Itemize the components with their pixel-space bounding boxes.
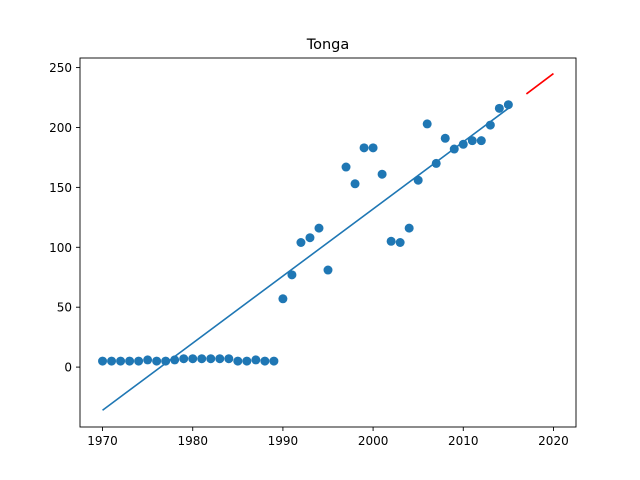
data-point: [350, 179, 360, 189]
axes: 1970 1980 1990 2000 2010 2020 0 50 100 150 200 250: [49, 57, 577, 448]
x-tick-label: 1970: [87, 434, 118, 448]
data-point: [242, 356, 252, 366]
y-tick-label: 250: [49, 61, 72, 75]
data-point: [287, 270, 297, 280]
data-point: [458, 139, 468, 149]
trend-line: [102, 107, 509, 411]
data-point: [188, 354, 198, 364]
x-tick-label: 2010: [448, 434, 479, 448]
data-point: [107, 356, 117, 366]
data-point: [386, 236, 396, 246]
x-tick-label: 1990: [268, 434, 299, 448]
plot-marks: [98, 72, 554, 411]
data-point: [467, 136, 477, 146]
data-point: [503, 100, 513, 110]
data-point: [152, 356, 162, 366]
data-point: [206, 354, 216, 364]
x-tick-label: 2020: [538, 434, 569, 448]
data-point: [377, 169, 387, 179]
y-tick-label: 200: [49, 121, 72, 135]
data-point: [368, 143, 378, 153]
data-point: [98, 356, 108, 366]
data-point: [440, 133, 450, 143]
data-point: [359, 143, 369, 153]
x-tick-label: 1980: [177, 434, 208, 448]
data-point: [260, 356, 270, 366]
y-tick-label: 0: [64, 361, 72, 375]
forecast-line: [525, 72, 554, 95]
y-tick-label: 100: [49, 241, 72, 255]
data-point: [161, 356, 171, 366]
data-point: [395, 238, 405, 247]
data-point: [305, 233, 315, 243]
data-point: [143, 355, 153, 365]
data-point: [179, 354, 189, 364]
y-tick-label: 50: [57, 301, 72, 315]
data-point: [341, 162, 351, 172]
data-point: [296, 238, 306, 247]
data-point: [116, 356, 126, 366]
data-point: [215, 354, 225, 364]
data-point: [494, 103, 504, 113]
data-point: [476, 136, 486, 146]
chart-title: Tonga: [306, 37, 350, 53]
data-point: [269, 356, 279, 366]
data-point: [422, 119, 432, 129]
data-point: [404, 223, 414, 233]
data-point: [134, 356, 144, 366]
x-tick-label: 2000: [358, 434, 389, 448]
data-point: [323, 265, 333, 275]
data-point: [278, 294, 288, 304]
data-point: [224, 354, 234, 364]
data-point: [233, 356, 243, 366]
data-point: [197, 354, 207, 364]
axes-frame: [79, 57, 577, 428]
data-point: [125, 356, 135, 366]
y-tick-label: 150: [49, 181, 72, 195]
data-point: [251, 355, 261, 365]
data-point: [314, 223, 324, 233]
